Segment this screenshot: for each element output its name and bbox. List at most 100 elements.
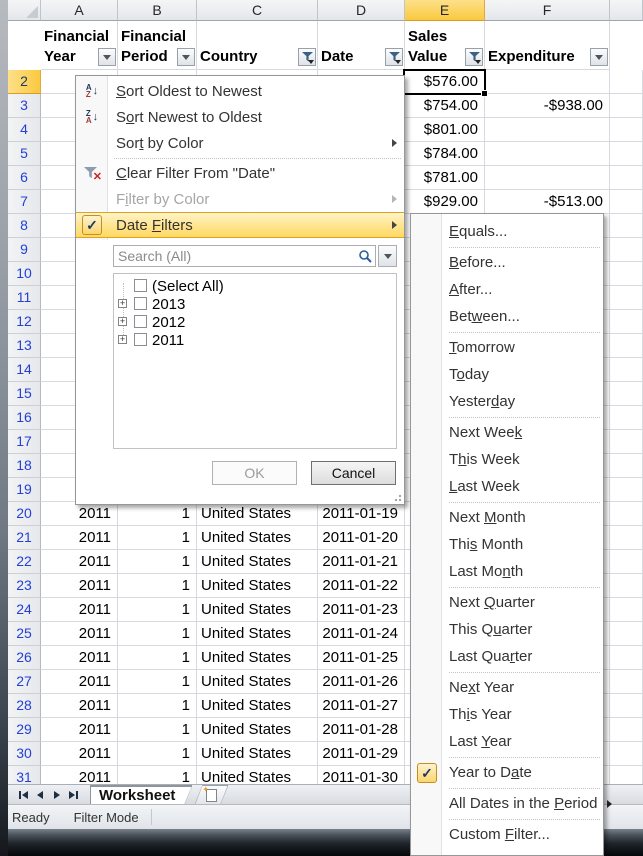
tree-item-2013[interactable]: +2013 xyxy=(114,295,396,313)
cell-A31[interactable]: 2011 xyxy=(41,766,118,784)
cell-F3[interactable]: -$938.00 xyxy=(485,94,610,118)
select-all-corner[interactable] xyxy=(8,0,41,21)
menu-item-last-month[interactable]: Last Month xyxy=(411,558,603,585)
menu-item-tomorrow[interactable]: Tomorrow xyxy=(411,334,603,361)
column-header-g[interactable] xyxy=(610,0,643,21)
row-header-22[interactable]: 22 xyxy=(8,550,41,574)
menu-item-this-month[interactable]: This Month xyxy=(411,531,603,558)
cell-B21[interactable]: 1 xyxy=(118,526,197,550)
column-header-E[interactable]: E xyxy=(405,0,485,21)
cell-B25[interactable]: 1 xyxy=(118,622,197,646)
cell-D23[interactable]: 2011-01-22 xyxy=(318,574,405,598)
expand-plus-icon[interactable]: + xyxy=(118,316,127,326)
cell-G15[interactable] xyxy=(610,382,643,406)
row-header-23[interactable]: 23 xyxy=(8,574,41,598)
cell-E4[interactable]: $801.00 xyxy=(405,118,485,142)
cell-A30[interactable]: 2011 xyxy=(41,742,118,766)
cell-G13[interactable] xyxy=(610,334,643,358)
cell-D30[interactable]: 2011-01-29 xyxy=(318,742,405,766)
cell-C29[interactable]: United States xyxy=(197,718,318,742)
cell-G23[interactable] xyxy=(610,574,643,598)
cell-A27[interactable]: 2011 xyxy=(41,670,118,694)
row-header-14[interactable]: 14 xyxy=(8,358,41,382)
tab-worksheet[interactable]: Worksheet xyxy=(90,785,192,805)
cell-D24[interactable]: 2011-01-23 xyxy=(318,598,405,622)
cell-G5[interactable] xyxy=(610,142,643,166)
cell-B20[interactable]: 1 xyxy=(118,502,197,526)
row-header-27[interactable]: 27 xyxy=(8,670,41,694)
next-sheet-button[interactable] xyxy=(48,785,65,804)
column-header-C[interactable]: C xyxy=(197,0,318,21)
cell-G31[interactable] xyxy=(610,766,643,784)
cell-G18[interactable] xyxy=(610,454,643,478)
row-header-30[interactable]: 30 xyxy=(8,742,41,766)
menu-item-all-dates-in-the-period[interactable]: All Dates in the Period xyxy=(411,790,613,817)
tree-item-2011[interactable]: +2011 xyxy=(114,331,396,349)
cell-G22[interactable] xyxy=(610,550,643,574)
row-header-18[interactable]: 18 xyxy=(8,454,41,478)
cell-G7[interactable] xyxy=(610,190,643,214)
cell-G8[interactable] xyxy=(610,214,643,238)
insert-worksheet-button[interactable]: ✦ xyxy=(194,785,228,805)
menu-item-custom-filter[interactable]: Custom Filter... xyxy=(411,821,603,848)
cell-B26[interactable]: 1 xyxy=(118,646,197,670)
header-cell-D1[interactable]: Date xyxy=(318,21,405,70)
cell-B28[interactable]: 1 xyxy=(118,694,197,718)
checkbox-2011[interactable] xyxy=(134,333,147,346)
cell-G27[interactable] xyxy=(610,670,643,694)
cell-C22[interactable]: United States xyxy=(197,550,318,574)
search-scope-dropdown-button[interactable] xyxy=(378,245,397,267)
header-cell-E1[interactable]: Sales Value xyxy=(405,21,485,70)
cell-A22[interactable]: 2011 xyxy=(41,550,118,574)
menu-item-before[interactable]: Before... xyxy=(411,249,603,276)
cell-G30[interactable] xyxy=(610,742,643,766)
cell-G19[interactable] xyxy=(610,478,643,502)
cell-A23[interactable]: 2011 xyxy=(41,574,118,598)
row-header-25[interactable]: 25 xyxy=(8,622,41,646)
tree-item-select-all[interactable]: (Select All) xyxy=(114,277,396,295)
menu-item-today[interactable]: Today xyxy=(411,361,603,388)
menu-item-clear-filter-from-date[interactable]: ✕ Clear Filter From "Date" xyxy=(76,160,404,186)
row-header-12[interactable]: 12 xyxy=(8,310,41,334)
menu-item-sort-newest-to-oldest[interactable]: Z A ↓ Sort Newest to Oldest xyxy=(76,104,404,130)
expand-plus-icon[interactable]: + xyxy=(118,334,127,344)
row-header-6[interactable]: 6 xyxy=(8,166,41,190)
cell-G24[interactable] xyxy=(610,598,643,622)
menu-item-equals[interactable]: Equals... xyxy=(411,218,603,245)
cell-A24[interactable]: 2011 xyxy=(41,598,118,622)
cell-D21[interactable]: 2011-01-20 xyxy=(318,526,405,550)
cell-G21[interactable] xyxy=(610,526,643,550)
cell-B29[interactable]: 1 xyxy=(118,718,197,742)
filter-button-financial-period[interactable] xyxy=(177,48,195,66)
filter-button-sales-value[interactable] xyxy=(465,48,483,66)
row-header-31[interactable]: 31 xyxy=(8,766,41,784)
cell-G12[interactable] xyxy=(610,310,643,334)
cell-A28[interactable]: 2011 xyxy=(41,694,118,718)
previous-sheet-button[interactable] xyxy=(31,785,48,804)
cell-G20[interactable] xyxy=(610,502,643,526)
cell-B23[interactable]: 1 xyxy=(118,574,197,598)
row-header-20[interactable]: 20 xyxy=(8,502,41,526)
tree-item-2012[interactable]: +2012 xyxy=(114,313,396,331)
cell-G29[interactable] xyxy=(610,718,643,742)
menu-item-between[interactable]: Between... xyxy=(411,303,603,330)
cell-C25[interactable]: United States xyxy=(197,622,318,646)
cell-C31[interactable]: United States xyxy=(197,766,318,784)
resize-grip-icon[interactable] xyxy=(392,492,402,502)
filter-button-date[interactable] xyxy=(385,48,403,66)
cell-E2[interactable]: $576.00 xyxy=(405,70,485,94)
cell-A26[interactable]: 2011 xyxy=(41,646,118,670)
filter-button-financial-year[interactable] xyxy=(98,48,116,66)
cell-B22[interactable]: 1 xyxy=(118,550,197,574)
menu-item-last-week[interactable]: Last Week xyxy=(411,473,603,500)
cell-A21[interactable]: 2011 xyxy=(41,526,118,550)
cell-G9[interactable] xyxy=(610,238,643,262)
first-sheet-button[interactable] xyxy=(14,785,31,804)
row-header-19[interactable]: 19 xyxy=(8,478,41,502)
filter-button-expenditure[interactable] xyxy=(590,48,608,66)
menu-item-next-month[interactable]: Next Month xyxy=(411,504,603,531)
menu-item-last-quarter[interactable]: Last Quarter xyxy=(411,643,603,670)
menu-item-this-quarter[interactable]: This Quarter xyxy=(411,616,603,643)
menu-item-this-week[interactable]: This Week xyxy=(411,446,603,473)
cell-A25[interactable]: 2011 xyxy=(41,622,118,646)
